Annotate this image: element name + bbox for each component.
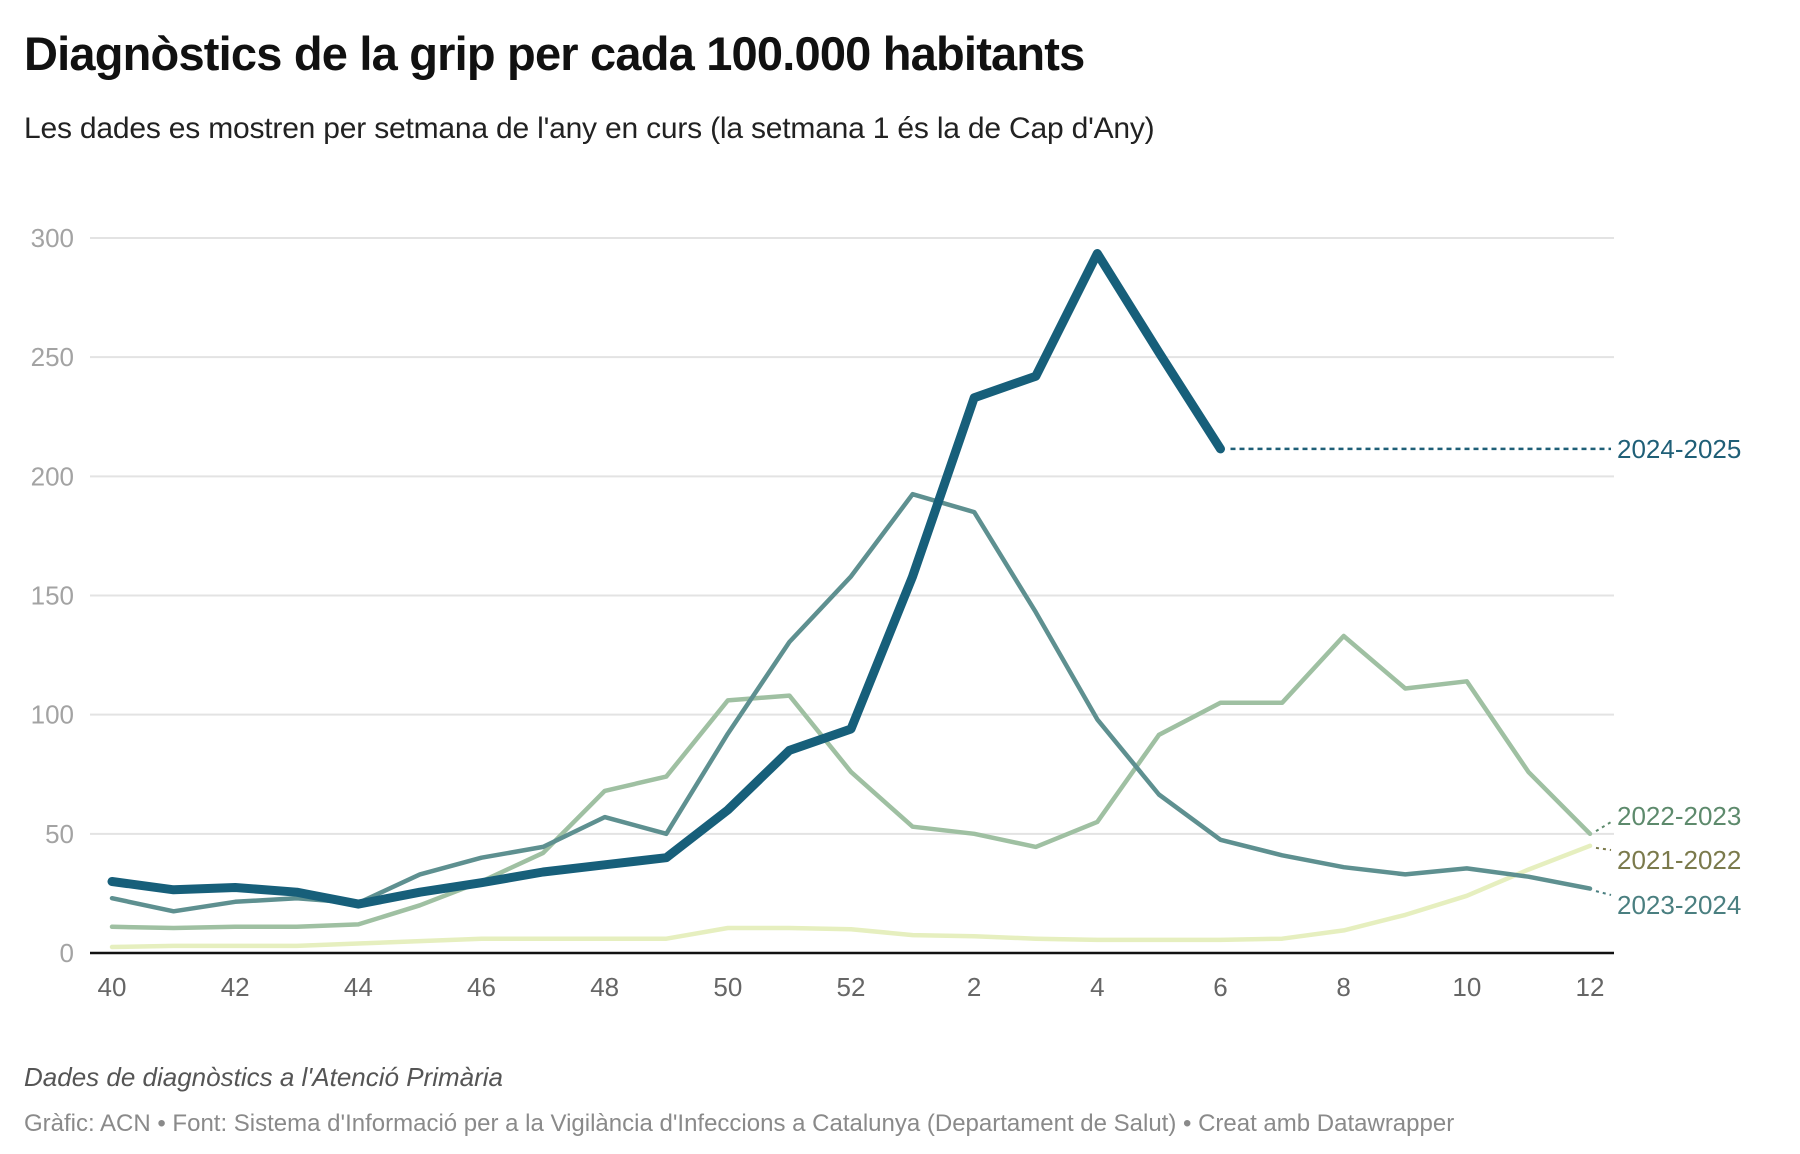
x-tick-label: 48 [590, 972, 619, 1002]
x-tick-label: 52 [837, 972, 866, 1002]
y-tick-label: 0 [60, 938, 74, 968]
x-tick-label: 42 [221, 972, 250, 1002]
chart-note: Dades de diagnòstics a l'Atenció Primàri… [24, 1062, 503, 1092]
chart-title: Diagnòstics de la grip per cada 100.000 … [24, 27, 1085, 80]
series-line-2024-2025 [107, 249, 1225, 909]
x-tick-label: 4 [1090, 972, 1104, 1002]
series-connector [1595, 890, 1612, 896]
y-tick-label: 50 [45, 819, 74, 849]
y-tick-label: 150 [31, 581, 74, 611]
chart-credits: Gràfic: ACN • Font: Sistema d'Informació… [24, 1110, 1455, 1137]
y-tick-label: 200 [31, 461, 74, 491]
y-tick-label: 300 [31, 223, 74, 253]
y-tick-label: 250 [31, 342, 74, 372]
series-label-2021-2022: 2021-2022 [1617, 845, 1741, 875]
series-labels: 2021-2022 2022-2023 2023-2024 2024-2025 [1230, 434, 1741, 920]
series-connector [1595, 821, 1612, 833]
x-tick-label: 10 [1452, 972, 1481, 1002]
y-axis-ticks: 0 50 100 150 200 250 300 [31, 223, 74, 968]
x-tick-label: 40 [98, 972, 127, 1002]
series-connector [1595, 846, 1612, 851]
gridlines [90, 237, 1614, 835]
x-tick-label: 6 [1213, 972, 1227, 1002]
series-line-2021-2022 [109, 843, 1593, 950]
x-tick-label: 50 [713, 972, 742, 1002]
x-tick-label: 2 [967, 972, 981, 1002]
series-label-2023-2024: 2023-2024 [1617, 890, 1741, 920]
series-line-2023-2024 [109, 491, 1593, 914]
series-label-2024-2025: 2024-2025 [1617, 434, 1741, 464]
series-lines [107, 249, 1593, 950]
x-tick-label: 46 [467, 972, 496, 1002]
chart-subtitle: Les dades es mostren per setmana de l'an… [24, 112, 1155, 145]
x-axis-ticks: 40 42 44 46 48 50 52 2 4 6 8 10 12 [98, 972, 1605, 1002]
x-tick-label: 12 [1576, 972, 1605, 1002]
series-label-2022-2023: 2022-2023 [1617, 801, 1741, 831]
x-tick-label: 44 [344, 972, 373, 1002]
x-tick-label: 8 [1336, 972, 1350, 1002]
series-line-2022-2023 [109, 633, 1593, 931]
y-tick-label: 100 [31, 700, 74, 730]
